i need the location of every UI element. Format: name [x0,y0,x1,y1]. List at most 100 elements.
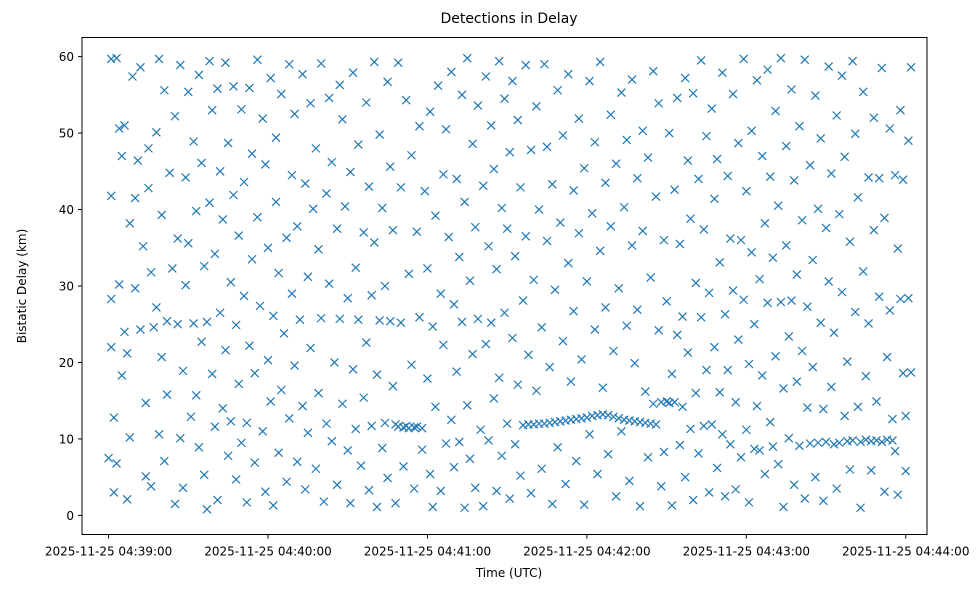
detection-point [885,124,895,133]
detection-point [287,289,297,299]
detection-point [144,183,153,193]
detection-point [478,501,488,511]
detection-point [149,322,159,332]
detection-point [691,278,701,288]
detection-point [513,380,523,390]
detection-point [678,312,687,322]
detection-point [545,362,555,372]
detection-point [345,167,355,177]
detection-point [258,426,268,436]
detection-point [829,439,839,449]
detection-point [789,176,799,185]
detection-point [268,501,278,510]
detection-point [465,276,475,286]
detection-point [901,411,911,421]
detection-point [717,68,727,78]
detection-point [627,75,637,84]
detection-point [810,91,820,101]
detection-point [779,384,788,393]
detection-point [720,309,730,319]
detection-point [826,382,836,392]
detection-point [237,104,246,114]
detection-point [351,263,361,273]
detection-point [109,488,119,497]
detection-point [250,458,260,468]
detection-point [441,439,451,448]
detection-point [221,58,230,68]
detection-point [816,134,826,143]
detection-point [686,424,695,434]
detection-point [712,154,722,164]
detection-point [199,261,209,271]
detection-point [696,312,706,322]
detection-point [372,502,382,512]
detection-point [821,437,831,447]
detection-point [470,222,480,232]
detection-point [611,159,621,169]
detection-point [643,153,653,162]
detection-point [709,342,719,352]
detection-point [699,224,709,234]
detection-point [539,59,549,69]
y-tick-label: 40 [59,203,74,217]
detection-point [401,95,411,105]
detection-point [840,411,850,421]
detection-point [494,56,504,66]
detection-point [906,367,916,377]
detection-point [776,53,786,63]
detection-point [574,114,584,123]
detection-point [239,291,249,301]
detection-point [510,251,520,261]
detection-point [444,232,454,242]
detection-point [151,302,161,312]
detection-point [630,358,640,368]
detection-point [162,390,172,399]
detection-point [332,224,342,234]
detection-point [260,160,270,169]
detection-point [874,292,884,302]
detection-point [686,214,695,224]
detection-point [210,422,220,432]
detection-point [234,231,244,240]
detection-point [407,360,416,370]
detection-point [290,361,300,370]
detection-point [733,138,743,148]
detection-point [834,438,844,448]
detection-point [582,413,592,422]
detection-point [244,341,254,351]
detection-point [872,397,881,406]
detection-point [226,416,236,426]
detection-point [337,399,347,409]
detection-point [558,130,568,140]
detection-point [298,69,307,79]
detection-point [566,377,576,387]
detection-point [343,445,353,455]
detection-point [611,491,621,501]
detection-point [757,371,767,380]
detection-point [412,227,422,237]
detection-point [755,274,765,284]
detection-point [468,139,478,149]
detection-point [375,130,385,140]
detection-point [489,393,499,403]
detection-point [462,400,472,410]
detection-point [829,328,839,338]
detection-point [314,244,323,254]
detection-point [244,83,254,93]
detection-point [717,429,727,439]
detection-point [593,469,602,479]
detection-point [571,456,581,466]
detection-point [816,318,826,328]
detection-point [845,465,855,474]
detection-point [585,429,594,439]
detection-point [117,371,127,380]
detection-point [648,399,658,409]
detection-point [359,228,369,237]
detection-point [601,302,610,312]
detection-point [792,270,802,279]
x-axis-label: Time (UTC) [475,566,542,580]
detection-point [659,447,669,457]
detection-point [523,350,533,360]
detection-point [282,233,292,243]
detection-point [609,346,618,356]
